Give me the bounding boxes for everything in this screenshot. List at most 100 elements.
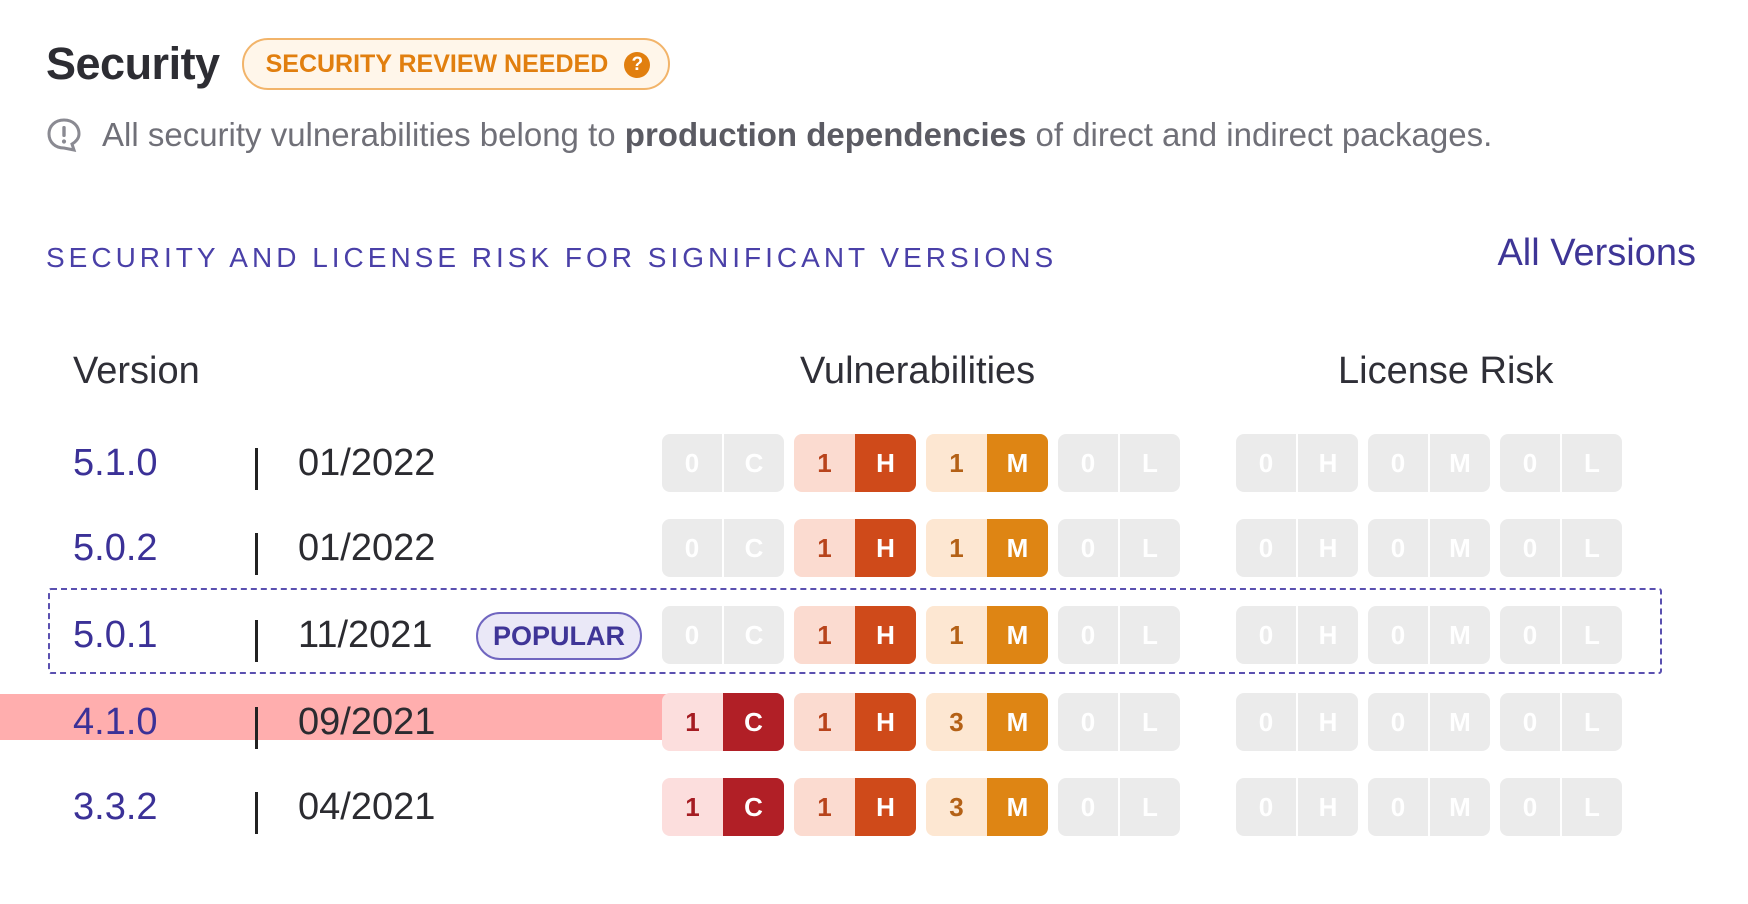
version-link[interactable]: 5.1.0 <box>73 442 158 484</box>
page-title: Security <box>46 38 220 89</box>
popular-version-outline <box>48 588 1662 674</box>
license-high-letter: H <box>1296 519 1358 577</box>
vuln-medium-count: 1 <box>926 606 987 664</box>
vuln-high-count: 1 <box>794 434 855 492</box>
vuln-critical-count: 0 <box>662 606 722 664</box>
license-medium-letter: M <box>1428 693 1490 751</box>
license-medium-letter: M <box>1428 519 1490 577</box>
license-high-count: 0 <box>1236 519 1296 577</box>
vuln-low-letter: L <box>1118 519 1180 577</box>
all-versions-link[interactable]: All Versions <box>1497 232 1696 274</box>
table-row: 5.0.2 01/2022 0 C 1 H 1 M 0 L 0 H 0 M 0 L <box>0 519 1748 589</box>
vuln-critical-count: 0 <box>662 434 722 492</box>
vuln-low-count: 0 <box>1058 778 1118 836</box>
vuln-high-count: 1 <box>794 693 855 751</box>
table-row: 5.1.0 01/2022 0 C 1 H 1 M 0 L 0 H 0 M 0 L <box>0 434 1748 504</box>
license-low-count: 0 <box>1500 434 1560 492</box>
security-header: Security SECURITY REVIEW NEEDED ? <box>46 38 671 90</box>
license-medium-count: 0 <box>1368 606 1428 664</box>
license-high-letter: H <box>1296 778 1358 836</box>
table-row: 3.3.2 04/2021 1 C 1 H 3 M 0 L 0 H 0 M 0 L <box>0 778 1748 848</box>
version-link[interactable]: 5.0.1 <box>73 614 158 656</box>
vuln-low-letter: L <box>1118 778 1180 836</box>
vuln-high-count: 1 <box>794 519 855 577</box>
vuln-medium-letter: M <box>987 606 1048 664</box>
vuln-medium-letter: M <box>987 519 1048 577</box>
vuln-critical-letter: C <box>722 434 784 492</box>
vuln-critical-letter: C <box>722 606 784 664</box>
license-medium-count: 0 <box>1368 693 1428 751</box>
table-row: 5.0.1 11/2021 POPULAR 0 C 1 H 1 M 0 L 0 H 0 M 0 L <box>0 606 1748 676</box>
license-high-letter: H <box>1296 606 1358 664</box>
version-link[interactable]: 3.3.2 <box>73 786 158 828</box>
help-icon[interactable]: ? <box>624 51 651 78</box>
license-high-count: 0 <box>1236 606 1296 664</box>
license-medium-letter: M <box>1428 778 1490 836</box>
license-low-count: 0 <box>1500 519 1560 577</box>
vuln-medium-letter: M <box>987 693 1048 751</box>
vuln-critical-letter: C <box>723 693 784 751</box>
vuln-high-letter: H <box>855 519 916 577</box>
vuln-critical-count: 0 <box>662 519 722 577</box>
vuln-high-count: 1 <box>794 606 855 664</box>
license-low-letter: L <box>1560 606 1622 664</box>
vuln-high-letter: H <box>855 693 916 751</box>
version-column-header: Version <box>73 350 200 392</box>
vuln-critical-count: 1 <box>662 693 723 751</box>
note-text-pre: All security vulnerabilities belong to <box>102 116 616 153</box>
release-date: 01/2022 <box>298 527 436 569</box>
release-date: 09/2021 <box>298 701 436 743</box>
version-link[interactable]: 4.1.0 <box>73 701 158 743</box>
vuln-low-letter: L <box>1118 606 1180 664</box>
license-medium-count: 0 <box>1368 434 1428 492</box>
row-highlight <box>0 694 720 740</box>
license-low-count: 0 <box>1500 778 1560 836</box>
version-link[interactable]: 5.0.2 <box>73 527 158 569</box>
vuln-medium-letter: M <box>987 778 1048 836</box>
release-date: 11/2021 <box>298 614 433 656</box>
security-review-badge[interactable]: SECURITY REVIEW NEEDED ? <box>241 38 671 90</box>
popular-badge: POPULAR <box>476 612 642 660</box>
vuln-critical-count: 1 <box>662 778 723 836</box>
vulnerabilities-column-header: Vulnerabilities <box>800 350 1036 392</box>
license-medium-letter: M <box>1428 606 1490 664</box>
note-text-bold: production dependencies <box>624 116 1027 153</box>
vuln-medium-count: 3 <box>926 778 987 836</box>
separator <box>255 448 258 490</box>
